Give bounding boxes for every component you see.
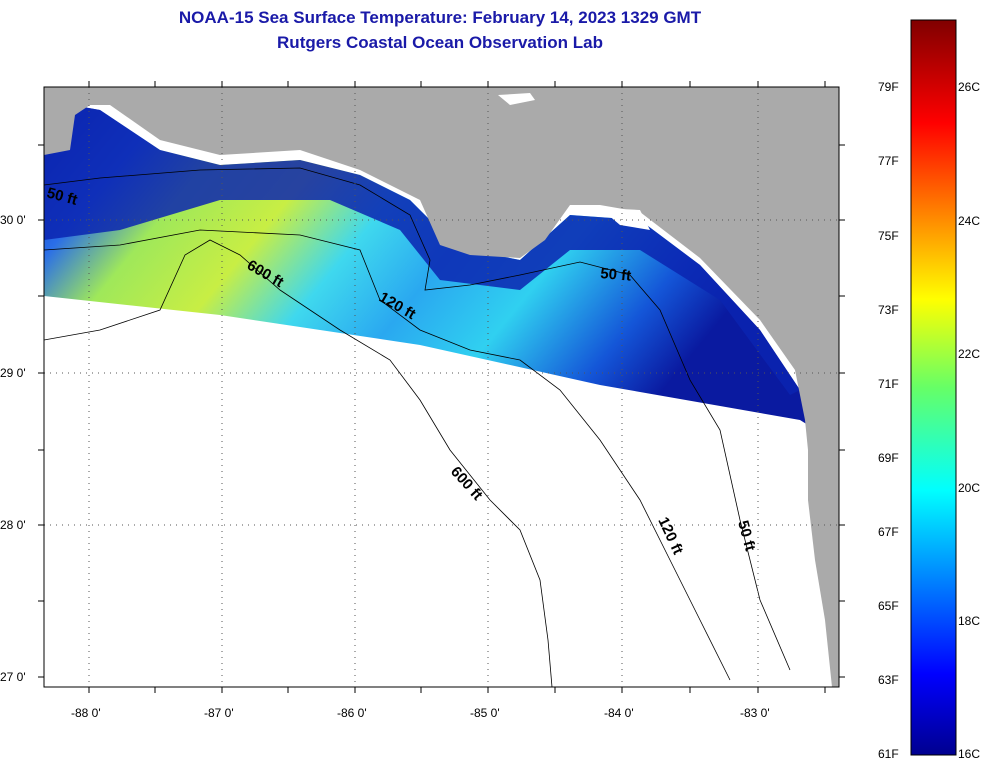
lon-label: -83 0' xyxy=(740,706,770,720)
contour-120ft xyxy=(44,229,731,681)
contour-label: 50 ft xyxy=(600,265,632,285)
sst-coastal-band xyxy=(44,100,800,395)
lon-label: -88 0' xyxy=(71,706,101,720)
lat-label: 29 0' xyxy=(0,366,26,380)
inland-water xyxy=(600,208,650,230)
contour-50ft xyxy=(44,167,791,671)
land-mass xyxy=(44,87,839,687)
lat-label: 28 0' xyxy=(0,518,26,532)
inland-water xyxy=(498,93,535,105)
land-peninsula xyxy=(808,420,839,687)
plot-frame xyxy=(43,86,840,688)
lat-label: 30 0' xyxy=(0,213,26,227)
lon-label: -87 0' xyxy=(204,706,234,720)
lon-label: -85 0' xyxy=(470,706,500,720)
map-subtitle: Rutgers Coastal Ocean Observation Lab xyxy=(277,33,603,52)
axis-ticks xyxy=(38,81,845,693)
lon-label: -84 0' xyxy=(604,706,634,720)
lat-label: 27 0' xyxy=(0,670,26,684)
graticule xyxy=(44,87,839,687)
lon-label: -86 0' xyxy=(337,706,367,720)
contour-600ft xyxy=(44,239,553,687)
map-title: NOAA-15 Sea Surface Temperature: Februar… xyxy=(178,8,702,27)
